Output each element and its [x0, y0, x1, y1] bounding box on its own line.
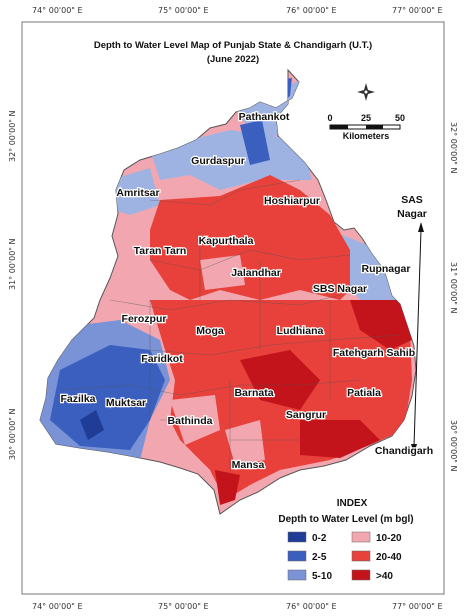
district-labels: Pathankot Gurdaspur Amritsar Hoshiarpur … [59, 110, 434, 472]
map-subtitle: (June 2022) [207, 54, 259, 65]
lon-tick-top: 75° 00'00" E [158, 6, 209, 15]
longitude-ticks-bottom: 74° 00'00" E 75° 00'00" E 76° 00'00" E 7… [32, 602, 443, 611]
label-moga: Moga [196, 325, 224, 337]
label-mansa: Mansa [232, 459, 265, 471]
lon-tick-bottom: 76° 00'00" E [286, 602, 337, 611]
label-barnata: Barnata [234, 387, 273, 399]
legend-swatch-10-20 [351, 531, 371, 543]
label-ludhiana: Ludhiana [277, 325, 324, 337]
scale-tick-0: 0 [327, 113, 332, 123]
lat-tick-right: 31° 00'00" N [449, 262, 458, 314]
legend-label-2-5: 2-5 [312, 552, 327, 563]
lat-tick-right: 32° 00'00" N [449, 122, 458, 174]
label-fatehgarh-sahib: Fatehgarh Sahib [333, 347, 415, 359]
lon-tick-bottom: 75° 00'00" E [158, 602, 209, 611]
lon-tick-top: 77° 00'00" E [392, 6, 443, 15]
legend-label-20-40: 20-40 [376, 552, 402, 563]
label-faridkot: Faridkot [141, 353, 183, 365]
longitude-ticks-top: 74° 00'00" E 75° 00'00" E 76° 00'00" E 7… [32, 6, 443, 15]
lat-tick-left: 30° 00'00" N [8, 408, 17, 460]
lon-tick-top: 74° 00'00" E [32, 6, 83, 15]
legend-subtitle: Depth to Water Level (m bgl) [278, 514, 413, 525]
label-patiala: Patiala [347, 387, 381, 399]
label-amritsar: Amritsar [116, 187, 159, 199]
legend-label-10-20: 10-20 [376, 533, 402, 544]
scale-tick-50: 50 [395, 113, 405, 123]
legend-label-5-10: 5-10 [312, 571, 332, 582]
label-sas-nagar-line2: Nagar [397, 208, 427, 220]
label-rupnagar: Rupnagar [361, 263, 410, 275]
map-title: Depth to Water Level Map of Punjab State… [94, 40, 372, 51]
legend-swatch-2-5 [287, 550, 307, 562]
label-muktsar: Muktsar [106, 397, 146, 409]
lat-tick-left: 31° 00'00" N [8, 238, 17, 290]
chandigarh-indicator [411, 222, 424, 454]
lat-tick-left: 32° 00'00" N [8, 110, 17, 162]
legend: INDEX Depth to Water Level (m bgl) 0-2 2… [278, 498, 413, 582]
legend-swatch-gt40 [351, 569, 371, 581]
label-gurdaspur: Gurdaspur [191, 155, 245, 167]
label-sangrur: Sangrur [286, 409, 326, 421]
latitude-ticks-right: 32° 00'00" N 31° 00'00" N 30° 00'00" N [449, 122, 458, 472]
scale-tick-25: 25 [361, 113, 371, 123]
compass-star-icon [357, 83, 375, 101]
legend-swatch-5-10 [287, 569, 307, 581]
legend-swatch-0-2 [287, 531, 307, 543]
label-bathinda: Bathinda [168, 415, 213, 427]
label-ferozpur: Ferozpur [122, 313, 167, 325]
label-chandigarh: Chandigarh [375, 445, 433, 457]
legend-swatch-20-40 [351, 550, 371, 562]
latitude-ticks-left: 32° 00'00" N 31° 00'00" N 30° 00'00" N [8, 110, 17, 460]
lon-tick-top: 76° 00'00" E [286, 6, 337, 15]
label-fazilka: Fazilka [60, 393, 95, 405]
label-pathankot: Pathankot [239, 111, 290, 123]
label-sbs-nagar: SBS Nagar [313, 283, 367, 295]
legend-label-0-2: 0-2 [312, 533, 327, 544]
scale-bar: 0 25 50 Kilometers [327, 113, 405, 141]
label-taran-tarn: Taran Tarn [134, 245, 187, 257]
label-kapurthala: Kapurthala [199, 235, 254, 247]
lat-tick-right: 30° 00'00" N [449, 420, 458, 472]
label-jalandhar: Jalandhar [231, 267, 281, 279]
scale-unit: Kilometers [343, 131, 390, 141]
label-sas-nagar-line1: SAS [401, 194, 423, 206]
lon-tick-bottom: 77° 00'00" E [392, 602, 443, 611]
legend-title: INDEX [337, 498, 368, 509]
legend-label-gt40: >40 [376, 571, 393, 582]
label-hoshiarpur: Hoshiarpur [264, 195, 320, 207]
state-map [39, 68, 417, 515]
lon-tick-bottom: 74° 00'00" E [32, 602, 83, 611]
